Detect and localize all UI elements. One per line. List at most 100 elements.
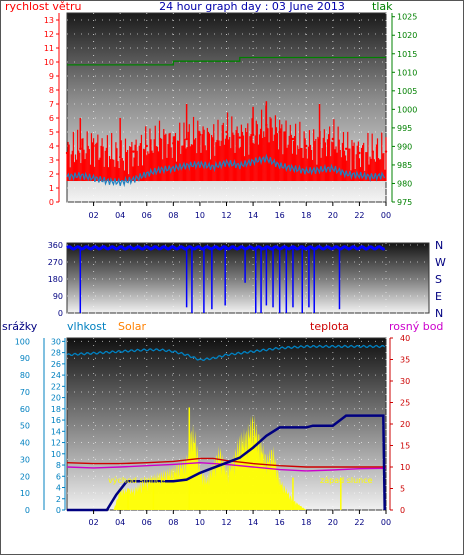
humidity-tick-label: 0 — [56, 506, 61, 515]
humidity-tick-label: 2 — [56, 495, 61, 504]
direction-plot-area — [66, 242, 430, 314]
rain-x-tick-label: 08 — [168, 518, 178, 527]
wind-x-tick-label: 12 — [221, 211, 231, 220]
temperature-axis-label: teplota — [310, 320, 349, 333]
pressure-tick-label: 980 — [397, 179, 412, 188]
rain-line — [67, 414, 386, 512]
direction-tick-label: 180 — [48, 275, 63, 284]
humidity-tick-label: 18 — [51, 405, 61, 414]
temperature-tick-label: 10 — [400, 463, 410, 472]
direction-tick-label: 360 — [48, 241, 63, 250]
rain-x-tick-label: 06 — [142, 518, 152, 527]
rain-x-tick-label: 02 — [88, 518, 98, 527]
wind-x-tick-label: 18 — [301, 211, 311, 220]
gust-point — [384, 150, 388, 153]
rain-tick-label: 60 — [20, 405, 30, 414]
direction-baseline — [66, 245, 386, 251]
pressure-tick-label: 1025 — [397, 13, 417, 22]
wind-x-tick-label: 06 — [142, 211, 152, 220]
pressure-tick-label: 975 — [397, 198, 412, 207]
wind-tick-label: 4 — [49, 142, 54, 151]
gust-point — [132, 150, 135, 153]
chart-title: 24 hour graph day : 03 June 2013 — [159, 0, 345, 13]
wind-x-tick-label: 14 — [248, 211, 258, 220]
wind-tick-label: 11 — [44, 44, 54, 53]
direction-grid — [67, 243, 429, 314]
pressure-tick-label: 985 — [397, 161, 412, 170]
wind-tick-label: 1 — [49, 184, 54, 193]
rain-axis-label: srážky — [2, 320, 38, 333]
humidity-axis-label: vlhkost — [67, 320, 107, 333]
gust-point — [238, 136, 241, 139]
rain-grid — [67, 338, 387, 511]
solar-axis-label: Solar — [118, 320, 147, 333]
pressure-tick-label: 995 — [397, 124, 412, 133]
humidity-tick-label: 16 — [51, 416, 61, 425]
rain-x-tick-label: 04 — [115, 518, 125, 527]
humidity-tick-label: 10 — [51, 450, 61, 459]
pressure-tick-label: 1020 — [397, 31, 417, 40]
direction-series — [66, 245, 386, 313]
pressure-tick-label: 990 — [397, 142, 412, 151]
humidity-tick-label: 22 — [51, 382, 61, 391]
rain-x-tick-label: 20 — [328, 518, 338, 527]
rain-tick-label: 90 — [20, 354, 30, 363]
humidity-tick-label: 6 — [56, 472, 61, 481]
rain-tick-label: 100 — [15, 337, 30, 346]
wind-tick-label: 10 — [44, 58, 54, 67]
rain-x-tick-label: 12 — [221, 518, 231, 527]
compass-label: W — [435, 256, 446, 269]
rain-tick-label: 0 — [25, 506, 30, 515]
gust-point — [344, 147, 348, 150]
sunrise-label: východ slunce — [108, 476, 165, 485]
temperature-tick-label: 0 — [400, 506, 405, 515]
wind-axis-label: rychlost větru — [5, 0, 81, 13]
rain-x-tick-label: 22 — [354, 518, 364, 527]
pressure-tick-label: 1010 — [397, 68, 417, 77]
gust-point — [225, 130, 228, 134]
rain-tick-label: 70 — [20, 388, 30, 397]
wind-tick-label: 5 — [49, 128, 54, 137]
temperature-tick-label: 20 — [400, 420, 410, 429]
gust-point — [158, 137, 162, 141]
humidity-tick-label: 8 — [56, 461, 61, 470]
rain-series — [66, 344, 387, 512]
wind-x-tick-label: 16 — [275, 211, 285, 220]
wind-tick-label: 12 — [44, 30, 54, 39]
humidity-tick-label: 12 — [51, 439, 61, 448]
gust-point — [371, 150, 374, 153]
compass-label: N — [435, 307, 443, 320]
temperature-tick-label: 5 — [400, 485, 405, 494]
gust-point — [172, 142, 175, 145]
wind-tick-label: 8 — [49, 86, 54, 95]
pressure-axis-label: tlak — [372, 0, 393, 13]
temperature-tick-label: 40 — [400, 334, 410, 343]
direction-tick-label: 90 — [53, 292, 63, 301]
humidity-tick-label: 30 — [51, 337, 61, 346]
gust-point — [358, 151, 361, 155]
humidity-tick-label: 20 — [51, 394, 61, 403]
rain-tick-label: 40 — [20, 439, 30, 448]
wind-series — [65, 56, 388, 188]
gust-point — [145, 144, 148, 148]
gust-point — [291, 137, 295, 141]
rain-tick-label: 20 — [20, 472, 30, 481]
gust-point — [92, 144, 95, 148]
temperature-line — [66, 457, 386, 468]
average-wind-line — [66, 153, 386, 188]
rain-x-tick-label: 00 — [381, 518, 391, 527]
compass-label: S — [435, 273, 442, 286]
humidity-tick-label: 4 — [56, 484, 61, 493]
dewpoint-axis-label: rosný bod — [389, 320, 443, 333]
rain-x-tick-label: 16 — [275, 518, 285, 527]
gust-point — [331, 137, 335, 141]
gust-point — [278, 130, 281, 134]
rain-tick-label: 10 — [20, 489, 30, 498]
compass-label: N — [435, 239, 443, 252]
wind-x-tick-label: 04 — [115, 211, 125, 220]
wind-tick-label: 9 — [49, 72, 54, 81]
temperature-tick-label: 15 — [400, 442, 410, 451]
